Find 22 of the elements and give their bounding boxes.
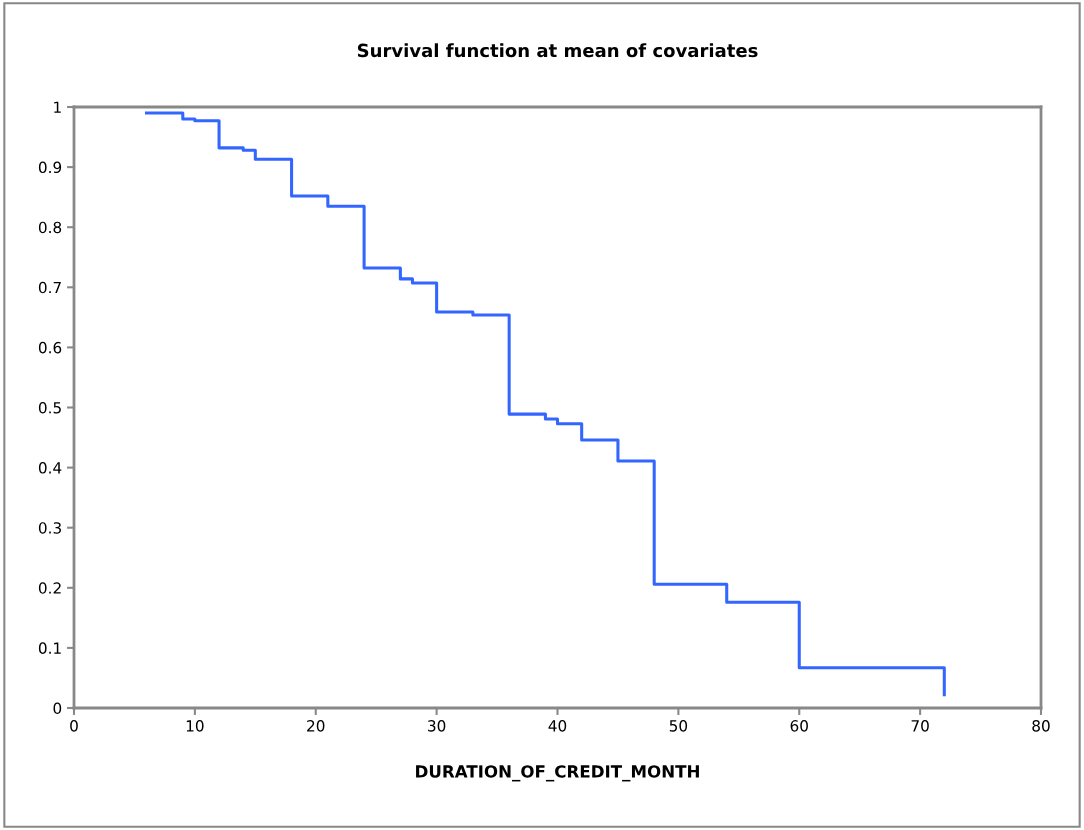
chart-title: Survival function at mean of covariates [357, 43, 758, 58]
x-tick-label: 60 [790, 720, 808, 732]
y-tick-label: 0.6 [38, 341, 62, 354]
x-tick-label: 30 [428, 720, 446, 732]
x-tick-label: 40 [548, 720, 567, 732]
x-tick-label: 20 [307, 720, 325, 732]
x-tick-label: 80 [1032, 720, 1050, 732]
x-axis-title: DURATION_OF_CREDIT_MONTH [416, 765, 699, 782]
y-tick-label: 0.2 [38, 582, 61, 594]
y-tick-label: 0.4 [38, 462, 62, 474]
x-tick-label: 10 [186, 720, 204, 732]
y-tick-label: 0.7 [38, 281, 61, 294]
y-tick-label: 0.8 [38, 221, 62, 234]
y-tick-label: 0 [53, 702, 62, 715]
y-tick-label: 0.9 [38, 161, 62, 174]
y-tick-label: 0.3 [38, 522, 61, 534]
y-tick-label: 1 [54, 101, 61, 113]
y-tick-label: 0.1 [38, 642, 61, 654]
x-tick-label: 0 [70, 720, 78, 732]
y-tick-label: 0.5 [38, 401, 61, 414]
x-tick-label: 70 [911, 720, 929, 732]
x-tick-label: 50 [669, 720, 688, 732]
